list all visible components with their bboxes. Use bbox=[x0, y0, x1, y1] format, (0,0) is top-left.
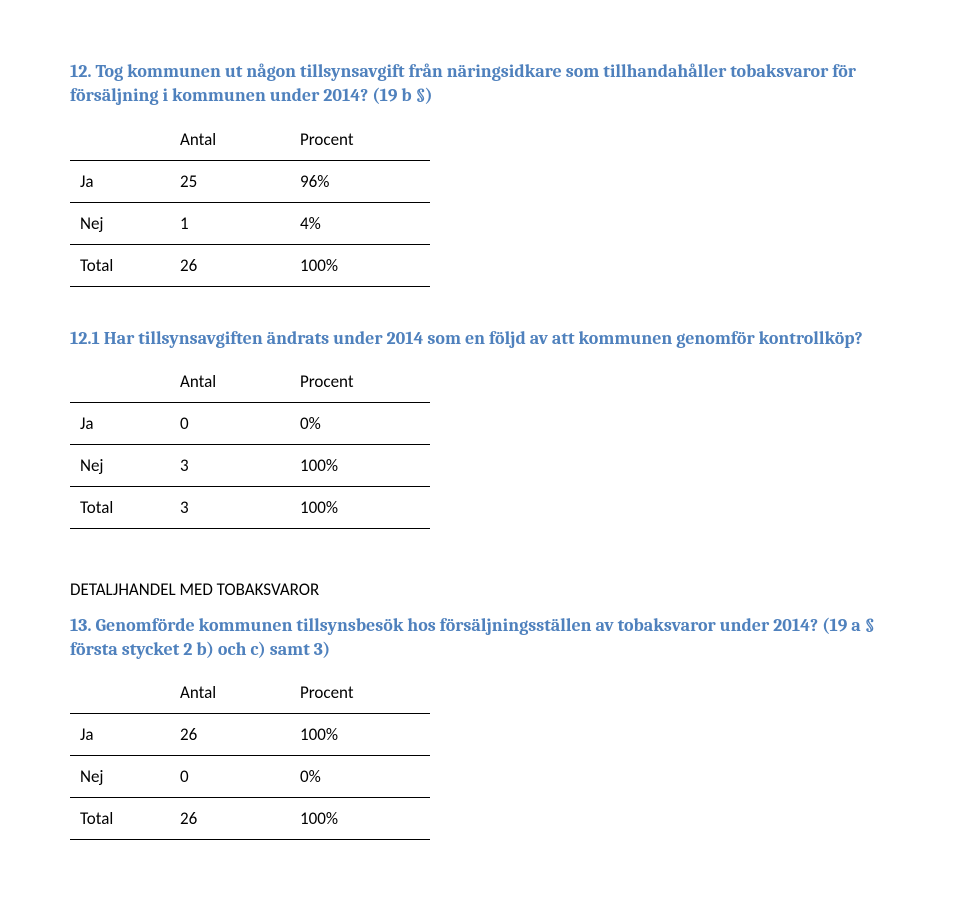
section-label: DETALJHANDEL MED TOBAKSVAROR bbox=[70, 579, 890, 600]
q12-heading: 12. Tog kommunen ut någon tillsynsavgift… bbox=[70, 60, 890, 109]
row-procent: 100% bbox=[290, 714, 430, 756]
q12-1-table: Antal Procent Ja 0 0% Nej 3 100% Total 3… bbox=[70, 361, 430, 529]
table-header-row: Antal Procent bbox=[70, 119, 430, 161]
table-row: Nej 3 100% bbox=[70, 444, 430, 486]
row-antal: 0 bbox=[170, 756, 290, 798]
table-row: Total 26 100% bbox=[70, 798, 430, 840]
header-procent: Procent bbox=[290, 119, 430, 161]
table-row: Nej 1 4% bbox=[70, 202, 430, 244]
row-label: Ja bbox=[70, 714, 170, 756]
row-antal: 3 bbox=[170, 444, 290, 486]
table-row: Ja 0 0% bbox=[70, 402, 430, 444]
row-procent: 100% bbox=[290, 244, 430, 286]
row-procent: 0% bbox=[290, 756, 430, 798]
q13-table: Antal Procent Ja 26 100% Nej 0 0% Total … bbox=[70, 672, 430, 840]
q12-table: Antal Procent Ja 25 96% Nej 1 4% Total 2… bbox=[70, 119, 430, 287]
row-antal: 25 bbox=[170, 160, 290, 202]
header-blank bbox=[70, 361, 170, 403]
table-row: Ja 26 100% bbox=[70, 714, 430, 756]
row-procent: 100% bbox=[290, 486, 430, 528]
header-antal: Antal bbox=[170, 119, 290, 161]
row-procent: 0% bbox=[290, 402, 430, 444]
row-antal: 1 bbox=[170, 202, 290, 244]
table-row: Ja 25 96% bbox=[70, 160, 430, 202]
q12-1-heading: 12.1 Har tillsynsavgiften ändrats under … bbox=[70, 327, 890, 351]
row-label: Total bbox=[70, 244, 170, 286]
row-label: Total bbox=[70, 486, 170, 528]
row-antal: 26 bbox=[170, 244, 290, 286]
row-procent: 100% bbox=[290, 798, 430, 840]
header-blank bbox=[70, 119, 170, 161]
table-row: Total 3 100% bbox=[70, 486, 430, 528]
row-antal: 0 bbox=[170, 402, 290, 444]
table-row: Total 26 100% bbox=[70, 244, 430, 286]
header-antal: Antal bbox=[170, 361, 290, 403]
row-procent: 4% bbox=[290, 202, 430, 244]
table-header-row: Antal Procent bbox=[70, 361, 430, 403]
table-row: Nej 0 0% bbox=[70, 756, 430, 798]
row-label: Total bbox=[70, 798, 170, 840]
header-antal: Antal bbox=[170, 672, 290, 714]
row-label: Nej bbox=[70, 756, 170, 798]
row-antal: 26 bbox=[170, 798, 290, 840]
header-blank bbox=[70, 672, 170, 714]
q13-heading: 13. Genomförde kommunen tillsynsbesök ho… bbox=[70, 614, 890, 663]
header-procent: Procent bbox=[290, 361, 430, 403]
row-label: Nej bbox=[70, 202, 170, 244]
row-procent: 100% bbox=[290, 444, 430, 486]
row-label: Ja bbox=[70, 402, 170, 444]
row-label: Nej bbox=[70, 444, 170, 486]
row-procent: 96% bbox=[290, 160, 430, 202]
row-antal: 26 bbox=[170, 714, 290, 756]
header-procent: Procent bbox=[290, 672, 430, 714]
table-header-row: Antal Procent bbox=[70, 672, 430, 714]
row-antal: 3 bbox=[170, 486, 290, 528]
row-label: Ja bbox=[70, 160, 170, 202]
